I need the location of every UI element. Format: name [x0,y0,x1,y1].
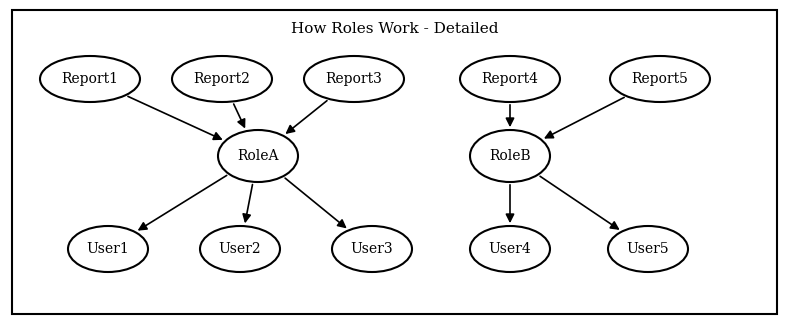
Text: Report3: Report3 [326,72,383,86]
Text: User2: User2 [219,242,261,256]
Ellipse shape [304,56,404,102]
Text: User3: User3 [350,242,393,256]
Ellipse shape [610,56,710,102]
Ellipse shape [172,56,272,102]
Ellipse shape [200,226,280,272]
Text: User1: User1 [87,242,129,256]
Ellipse shape [40,56,140,102]
Text: How Roles Work - Detailed: How Roles Work - Detailed [291,22,498,36]
Text: Report1: Report1 [62,72,118,86]
Text: Report4: Report4 [481,72,539,86]
Text: RoleB: RoleB [489,149,531,163]
Ellipse shape [218,130,298,182]
Text: User4: User4 [488,242,531,256]
Ellipse shape [460,56,560,102]
Text: User5: User5 [626,242,669,256]
Ellipse shape [470,226,550,272]
Ellipse shape [608,226,688,272]
Ellipse shape [470,130,550,182]
Text: Report2: Report2 [193,72,250,86]
Text: Report5: Report5 [631,72,689,86]
Ellipse shape [68,226,148,272]
Ellipse shape [332,226,412,272]
Text: RoleA: RoleA [237,149,279,163]
